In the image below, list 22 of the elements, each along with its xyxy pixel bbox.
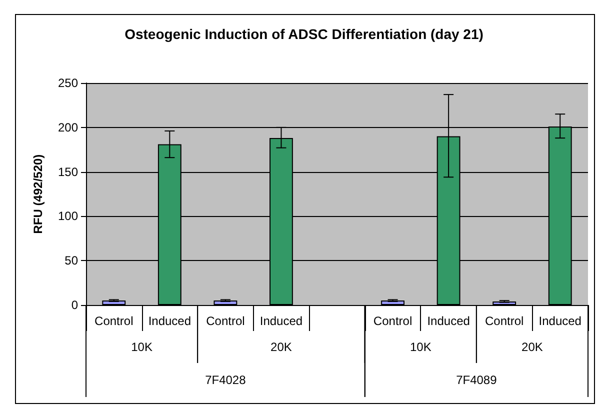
text: 7F4028 xyxy=(205,373,246,387)
text: 10K xyxy=(410,340,432,354)
y-tick-label: 50 xyxy=(64,254,78,268)
y-tick-label: 200 xyxy=(58,120,78,134)
x-tick-label: Control xyxy=(484,314,524,328)
y-tick-label: 100 xyxy=(58,209,78,224)
text: 10K xyxy=(131,340,152,354)
text: 20K xyxy=(522,340,543,354)
text: 7F4089 xyxy=(456,373,498,387)
y-tick-label: 250 xyxy=(58,76,78,90)
y-tick-label: 150 xyxy=(58,164,78,179)
y-tick-label: 0 xyxy=(71,298,78,312)
x-tick-label: Induced xyxy=(538,314,582,328)
x-tick-label: Induced xyxy=(260,314,303,328)
chart-title: Osteogenic Induction of ADSC Differentiation (day 21) xyxy=(124,26,484,42)
x-tick-label: Control xyxy=(94,314,134,328)
y-axis-title: RFU (492/520) xyxy=(31,154,45,234)
x-tick-label: Induced xyxy=(148,314,192,328)
x-tick-label: Control xyxy=(206,314,245,328)
x-tick-label: Control xyxy=(373,314,412,328)
text: 20K xyxy=(270,340,292,354)
x-tick-label: Induced xyxy=(427,314,470,328)
